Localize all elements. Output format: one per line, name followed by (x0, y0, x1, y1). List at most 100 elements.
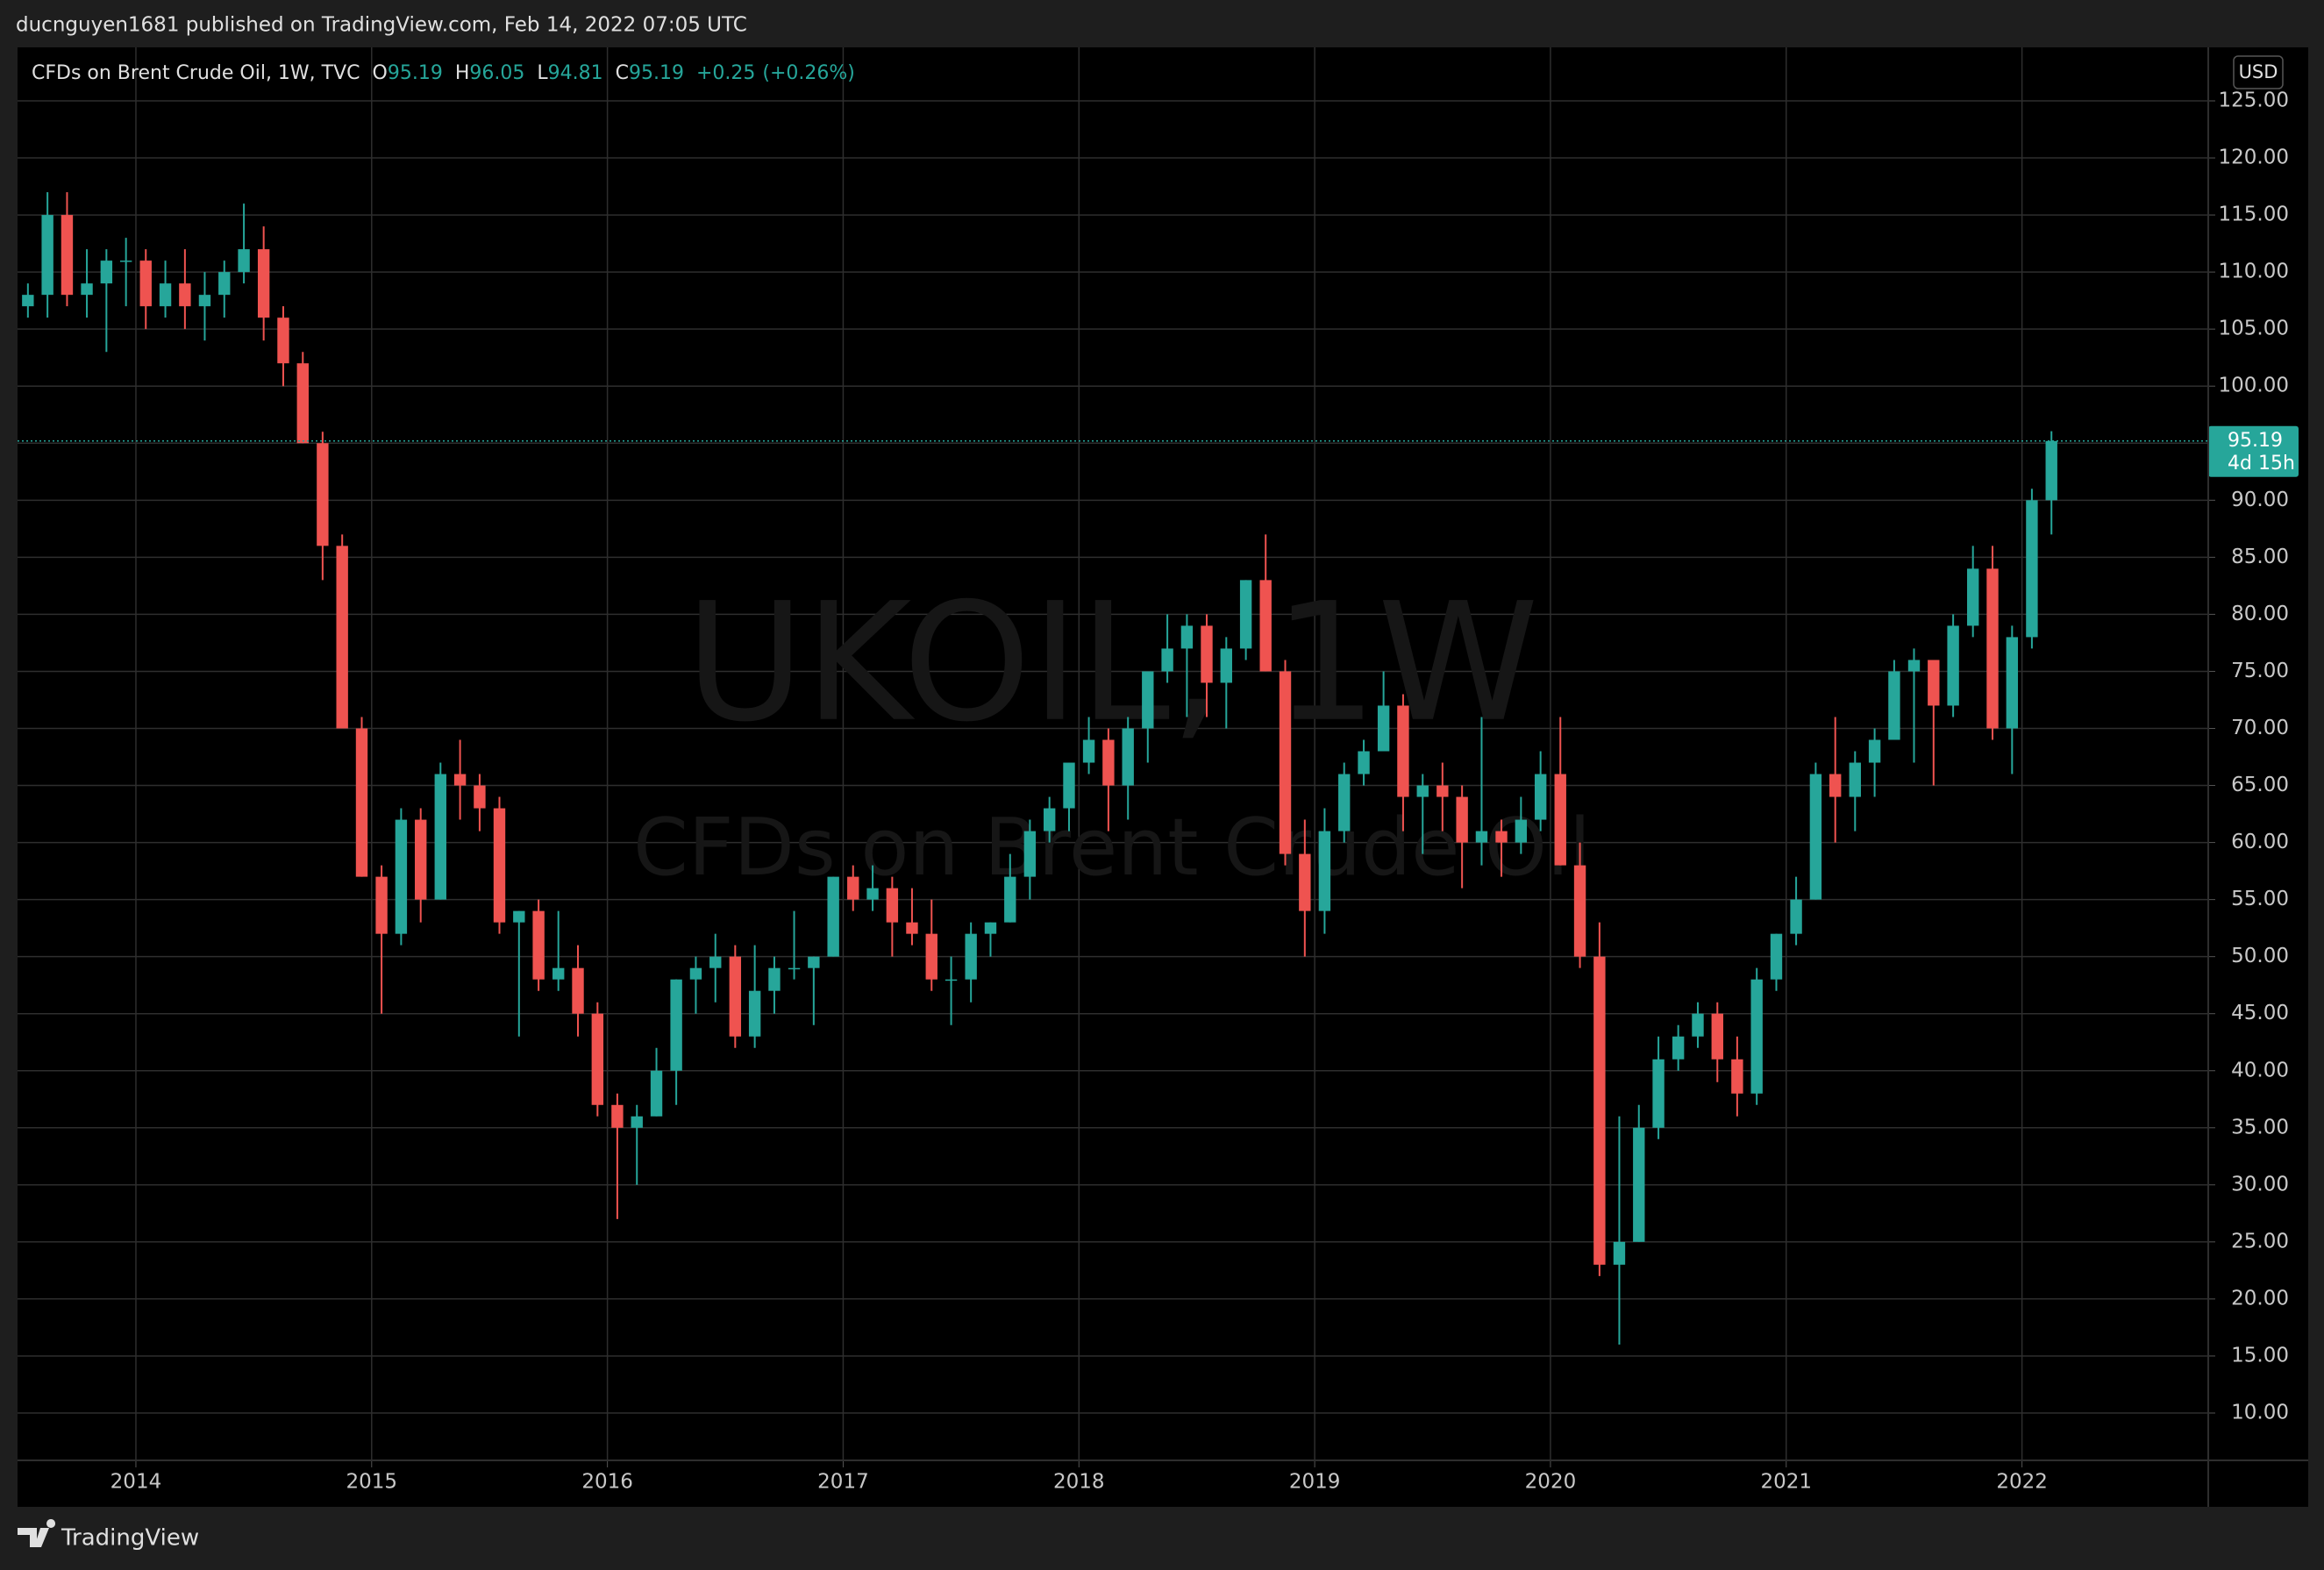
candle-body (277, 318, 289, 364)
candle-body (257, 249, 270, 318)
legend-value: 94.81 (548, 62, 603, 84)
candle-body (866, 888, 879, 900)
candle-body (1986, 568, 1999, 729)
candle-body (1554, 774, 1566, 866)
candle-body (453, 774, 467, 786)
candle-body (886, 888, 899, 923)
countdown-label: 4d 15h (2228, 453, 2295, 475)
candle-body (1299, 853, 1311, 911)
candle-body (1180, 625, 1194, 649)
candle-body (375, 876, 388, 934)
chart-area (18, 47, 2308, 1507)
candle-body (1613, 1241, 1626, 1265)
plot: 10.00 15.00 20.00 25.00 30.00 35.00 40.00 45.00… (18, 47, 2289, 1494)
y-tick-label: 25.00 (2231, 1230, 2289, 1252)
candle-body (434, 774, 446, 900)
x-tick-label: 2015 (346, 1471, 398, 1494)
candle-body (1888, 671, 1900, 740)
candle-body (945, 979, 958, 981)
x-tick-label: 2017 (817, 1471, 869, 1494)
candle-body (1928, 660, 1940, 706)
legend: CFDs on Brent Crude Oil, 1W, TVC O95.19 H9… (32, 62, 855, 84)
candle-body (198, 295, 211, 307)
candle-body (1515, 819, 1528, 843)
candle-body (631, 1116, 643, 1128)
candle-body (1672, 1036, 1685, 1060)
candle-body (1947, 625, 1959, 706)
candle-body (336, 546, 348, 729)
candle-body (179, 283, 191, 307)
brand-logo[interactable] (18, 1519, 56, 1547)
candle-body (709, 956, 722, 968)
candle-body (906, 922, 918, 934)
y-tick-label: 50.00 (2231, 945, 2289, 967)
candle-body (827, 876, 839, 957)
x-tick-label: 2018 (1053, 1471, 1105, 1494)
y-tick-label: 35.00 (2231, 1116, 2289, 1138)
candle-body (317, 443, 329, 546)
candle-body (1063, 762, 1075, 809)
candle-body (532, 910, 545, 980)
watermark-subtitle: CFDs on Brent Crude Oil (633, 802, 1591, 894)
candle-body (768, 967, 781, 991)
candle-body (1161, 648, 1173, 672)
candle-body (1849, 762, 1861, 797)
candle-body (1004, 876, 1016, 923)
candle-body (61, 215, 74, 296)
candle-body (1201, 625, 1213, 683)
candle-body (1239, 580, 1252, 649)
candle-body (100, 260, 113, 284)
candle-body (650, 1070, 663, 1117)
last-price-box (2208, 425, 2299, 477)
x-tick-label: 2014 (110, 1471, 162, 1494)
legend-key: O (373, 62, 388, 84)
candle-body (1142, 671, 1154, 729)
candle-body (689, 967, 702, 980)
currency-box[interactable] (2233, 55, 2284, 89)
candle-body (1358, 751, 1370, 774)
candle-body (2006, 637, 2019, 729)
candle-body (1259, 580, 1272, 672)
watermark: UKOIL, 1W (685, 567, 1538, 758)
candle-body (81, 283, 93, 296)
candle-body (395, 819, 408, 934)
candle-body (1633, 1127, 1645, 1242)
y-tick-label: 65.00 (2231, 774, 2289, 796)
legend-value: 95.19 (629, 62, 684, 84)
candle-body (1338, 774, 1351, 831)
candle-body (355, 728, 368, 877)
candle-body (670, 979, 682, 1071)
candle-body (2026, 500, 2038, 638)
candle-body (1397, 705, 1409, 797)
candle-body (1122, 728, 1134, 786)
candle-body (1692, 1013, 1704, 1037)
last-price-label: 95.19 (2228, 430, 2283, 452)
candle-body (493, 808, 506, 923)
candle-body (1534, 774, 1547, 820)
candle-body (1790, 899, 1802, 934)
candle-body (22, 295, 34, 307)
candle-body (41, 215, 53, 296)
candle-body (415, 819, 427, 900)
brand[interactable]: TradingView (61, 1525, 199, 1552)
y-tick-label: 85.00 (2231, 546, 2289, 568)
y-tick-label: 15.00 (2231, 1344, 2289, 1367)
candle-body (1829, 774, 1842, 797)
candle-body (1023, 831, 1037, 877)
currency[interactable]: USD (2239, 61, 2278, 82)
candle-body (1711, 1013, 1723, 1060)
candle-body (159, 283, 172, 307)
candle-body (1456, 796, 1468, 843)
y-tick-label: 10.00 (2231, 1402, 2289, 1424)
legend-key: C (616, 62, 629, 84)
candle-body (1868, 739, 1881, 763)
legend-key: L (537, 62, 548, 84)
candle-body (1318, 831, 1331, 911)
y-tick-label: 70.00 (2231, 717, 2289, 739)
y-tick-label: 30.00 (2231, 1173, 2289, 1195)
candle-body (1573, 865, 1586, 957)
x-tick-label: 2021 (1761, 1471, 1813, 1494)
y-tick-label: 105.00 (2219, 318, 2289, 340)
candle-body (965, 933, 977, 980)
